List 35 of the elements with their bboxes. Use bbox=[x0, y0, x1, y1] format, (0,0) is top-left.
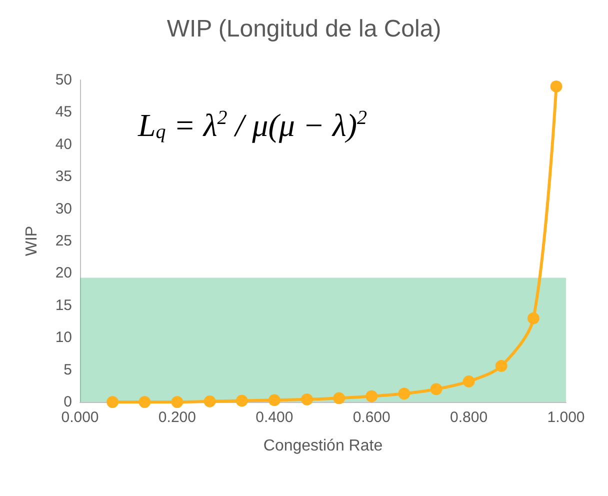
point bbox=[204, 395, 216, 408]
x-tick-label: 0.600 bbox=[352, 409, 390, 426]
x-axis-title: Congestión Rate bbox=[263, 438, 383, 454]
point bbox=[106, 396, 119, 408]
x-tick-label: 0.200 bbox=[158, 409, 196, 426]
y-tick-label: 15 bbox=[55, 296, 72, 314]
y-tick-label: 40 bbox=[55, 136, 72, 153]
point bbox=[398, 388, 410, 400]
x-tick-label: 0.400 bbox=[256, 409, 294, 426]
x-tick-label: 0.800 bbox=[450, 409, 488, 426]
point bbox=[527, 312, 540, 324]
point bbox=[138, 396, 151, 408]
y-tick-label: 30 bbox=[55, 200, 72, 218]
y-tick-label: 45 bbox=[55, 104, 72, 121]
point bbox=[171, 396, 184, 408]
y-tick-label: 25 bbox=[55, 232, 72, 250]
point bbox=[550, 80, 562, 92]
y-tick-label: 10 bbox=[55, 329, 72, 346]
x-tick-label: 0.000 bbox=[61, 409, 99, 426]
y-tick-label: 0 bbox=[64, 394, 72, 410]
y-tick-label: 20 bbox=[55, 264, 72, 282]
point bbox=[462, 375, 475, 388]
y-tick-label: 35 bbox=[55, 168, 72, 186]
point bbox=[236, 394, 248, 407]
point bbox=[333, 392, 346, 404]
point bbox=[430, 383, 442, 396]
chart-title: WIP (Longitud de la Cola) bbox=[166, 16, 442, 42]
y-tick-label: 50 bbox=[55, 72, 72, 88]
point bbox=[300, 393, 313, 406]
point bbox=[495, 360, 508, 372]
point bbox=[268, 394, 280, 406]
y-axis-title: WIP bbox=[24, 226, 40, 256]
y-tick-label: 5 bbox=[64, 361, 72, 378]
point bbox=[366, 390, 378, 402]
x-tick-label: 1.000 bbox=[547, 409, 585, 426]
